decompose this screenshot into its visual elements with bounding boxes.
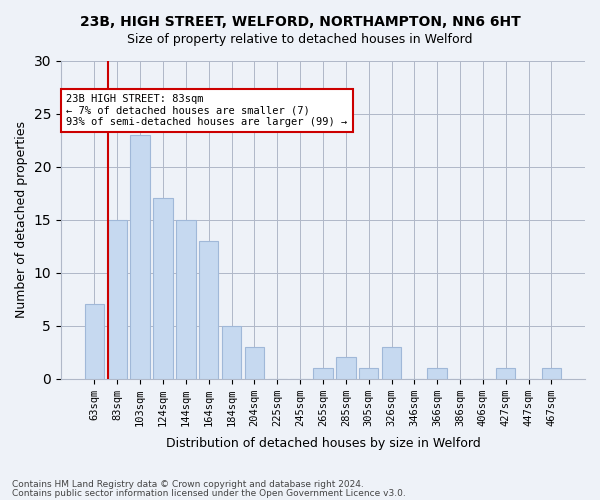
Y-axis label: Number of detached properties: Number of detached properties <box>15 121 28 318</box>
Bar <box>245 347 264 378</box>
Bar <box>153 198 173 378</box>
Bar <box>222 326 241 378</box>
Text: Contains HM Land Registry data © Crown copyright and database right 2024.: Contains HM Land Registry data © Crown c… <box>12 480 364 489</box>
Bar <box>359 368 379 378</box>
Text: Contains public sector information licensed under the Open Government Licence v3: Contains public sector information licen… <box>12 488 406 498</box>
Bar <box>313 368 332 378</box>
Bar <box>336 358 356 378</box>
Text: Size of property relative to detached houses in Welford: Size of property relative to detached ho… <box>127 32 473 46</box>
Bar <box>496 368 515 378</box>
Bar <box>427 368 447 378</box>
Text: 23B, HIGH STREET, WELFORD, NORTHAMPTON, NN6 6HT: 23B, HIGH STREET, WELFORD, NORTHAMPTON, … <box>80 15 520 29</box>
Bar <box>199 241 218 378</box>
Bar <box>107 220 127 378</box>
Bar <box>176 220 196 378</box>
Text: 23B HIGH STREET: 83sqm
← 7% of detached houses are smaller (7)
93% of semi-detac: 23B HIGH STREET: 83sqm ← 7% of detached … <box>66 94 347 127</box>
Bar <box>542 368 561 378</box>
Bar <box>382 347 401 378</box>
X-axis label: Distribution of detached houses by size in Welford: Distribution of detached houses by size … <box>166 437 481 450</box>
Bar <box>130 134 150 378</box>
Bar <box>85 304 104 378</box>
